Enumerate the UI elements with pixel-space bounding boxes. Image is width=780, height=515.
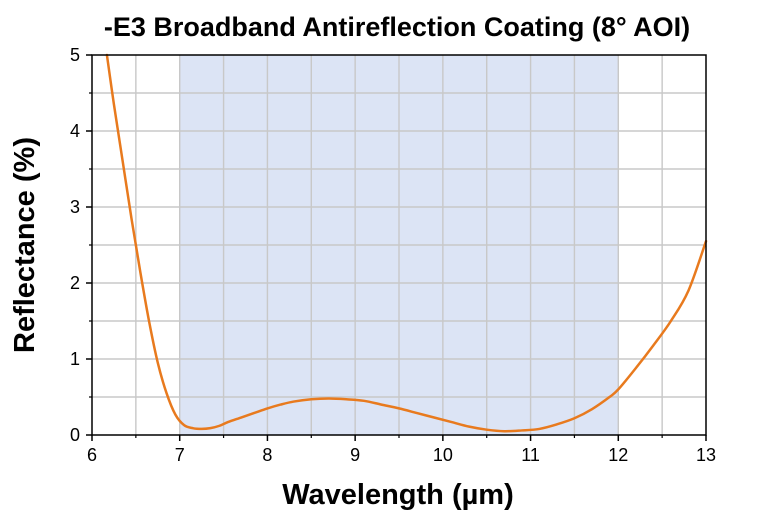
y-tick-label: 1 bbox=[70, 349, 80, 369]
x-tick-label: 12 bbox=[608, 445, 628, 465]
x-tick-label: 13 bbox=[696, 445, 716, 465]
x-tick-label: 6 bbox=[87, 445, 97, 465]
x-tick-label: 8 bbox=[262, 445, 272, 465]
series-layer bbox=[105, 53, 708, 433]
x-tick-label: 9 bbox=[350, 445, 360, 465]
y-axis-label: Reflectance (%) bbox=[9, 137, 41, 353]
chart-title: -E3 Broadband Antireflection Coating (8°… bbox=[104, 12, 690, 42]
grid-layer bbox=[92, 55, 706, 435]
x-tick-label: 10 bbox=[433, 445, 453, 465]
y-tick-label: 5 bbox=[70, 45, 80, 65]
x-axis-label: Wavelength (µm) bbox=[282, 479, 514, 511]
reflectance-curve bbox=[105, 53, 708, 433]
y-tick-label: 2 bbox=[70, 273, 80, 293]
y-tick-label: 4 bbox=[70, 121, 80, 141]
x-tick-label: 11 bbox=[521, 445, 540, 465]
y-tick-label: 0 bbox=[70, 425, 80, 445]
y-tick-label: 3 bbox=[70, 197, 80, 217]
x-tick-label: 7 bbox=[175, 445, 185, 465]
